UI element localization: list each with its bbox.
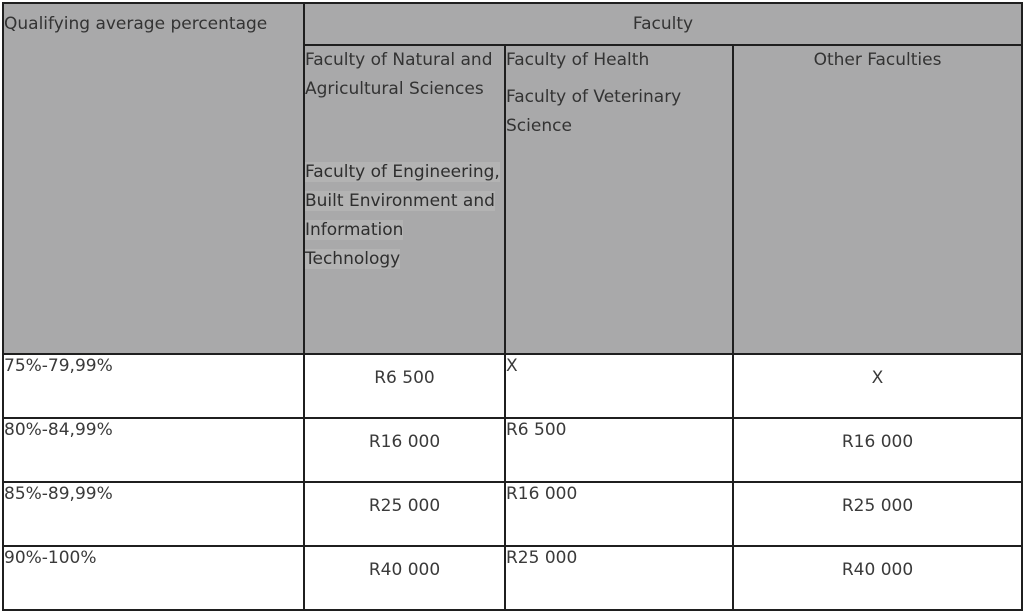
table-row: 90%-100% R40 000 R25 000 R40 000 [2, 545, 1024, 611]
qualifying-average-header: Qualifying average percentage [2, 2, 305, 355]
amount-cell: R40 000 [731, 545, 1024, 611]
faculty-health-label: Faculty of Health [506, 50, 650, 70]
percentage-range-cell: 85%-89,99% [2, 481, 305, 547]
amount-cell: R25 000 [303, 481, 506, 547]
amount-cell: R16 000 [504, 481, 734, 547]
amount-cell: R6 500 [504, 417, 734, 483]
faculty-group-header: Faculty [302, 2, 1024, 46]
faculty-natural-agricultural-label: Faculty of Natural and Agricultural Scie… [305, 50, 493, 99]
other-faculties-header: Other Faculties [731, 44, 1024, 355]
faculty-health-veterinary-header: Faculty of Health Faculty of Veterinary … [504, 44, 734, 355]
amount-cell: X [731, 353, 1024, 419]
amount-cell: R25 000 [731, 481, 1024, 547]
amount-cell: R16 000 [303, 417, 506, 483]
percentage-range-cell: 80%-84,99% [2, 417, 305, 483]
table-row: 80%-84,99% R16 000 R6 500 R16 000 [2, 417, 1024, 483]
faculty-veterinary-label: Faculty of Veterinary Science [506, 87, 682, 136]
faculty-engineering-text: Faculty of Engineering, Built Environmen… [305, 162, 500, 269]
amount-cell: R25 000 [504, 545, 734, 611]
header-spacer [305, 104, 504, 158]
header-row-2: Faculty of Natural and Agricultural Scie… [3, 44, 1024, 355]
header-row-1: Qualifying average percentage Faculty [2, 2, 1024, 355]
amount-cell: R40 000 [303, 545, 506, 611]
amount-cell: R6 500 [303, 353, 506, 419]
percentage-range-cell: 90%-100% [2, 545, 305, 611]
table-row: 85%-89,99% R25 000 R16 000 R25 000 [2, 481, 1024, 547]
amount-cell: R16 000 [731, 417, 1024, 483]
faculty-natural-engineering-header: Faculty of Natural and Agricultural Scie… [303, 44, 506, 355]
amount-cell: X [504, 353, 734, 419]
faculty-engineering-label: Faculty of Engineering, Built Environmen… [305, 158, 504, 274]
table-row: 75%-79,99% R6 500 X X [2, 353, 1024, 419]
percentage-range-cell: 75%-79,99% [2, 353, 305, 419]
